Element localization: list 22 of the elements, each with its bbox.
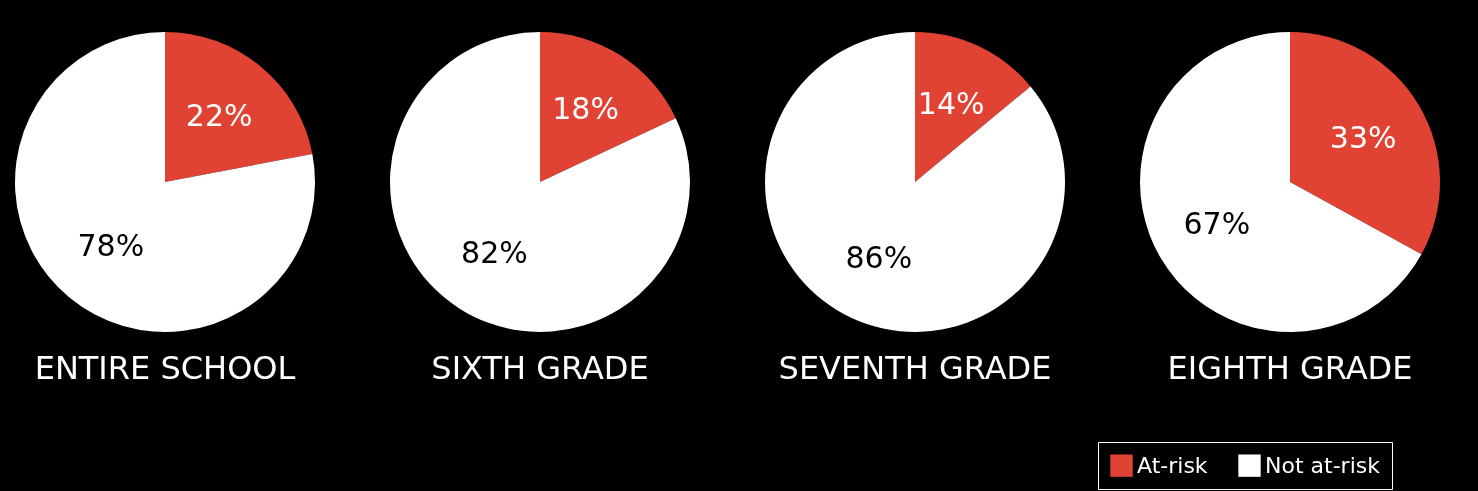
pie-slice (390, 32, 690, 332)
legend-label: At-risk (1137, 452, 1208, 478)
data-label: 86% (845, 239, 913, 275)
data-label: 14% (917, 86, 985, 122)
pie-slice (765, 32, 1065, 332)
pie-slice (915, 32, 1031, 182)
text: EIGHTH GRADE (1167, 349, 1413, 387)
text: SEVENTH GRADE (778, 349, 1052, 387)
data-label: 82% (461, 234, 528, 270)
pie-slice (15, 32, 315, 332)
text: ENTIRE SCHOOL (34, 349, 296, 387)
pie-slice (165, 32, 313, 182)
data-label: 67% (1183, 206, 1251, 242)
legend-label: Not at-risk (1265, 452, 1381, 478)
data-label: 78% (77, 228, 145, 264)
data-label: 33% (1329, 119, 1397, 155)
data-label: 22% (185, 97, 253, 133)
data-label: 18% (552, 91, 619, 127)
pie-slice (1140, 32, 1422, 332)
pie-slice (540, 32, 676, 182)
text: SIXTH GRADE (431, 349, 649, 387)
pie-slice (1290, 32, 1440, 255)
